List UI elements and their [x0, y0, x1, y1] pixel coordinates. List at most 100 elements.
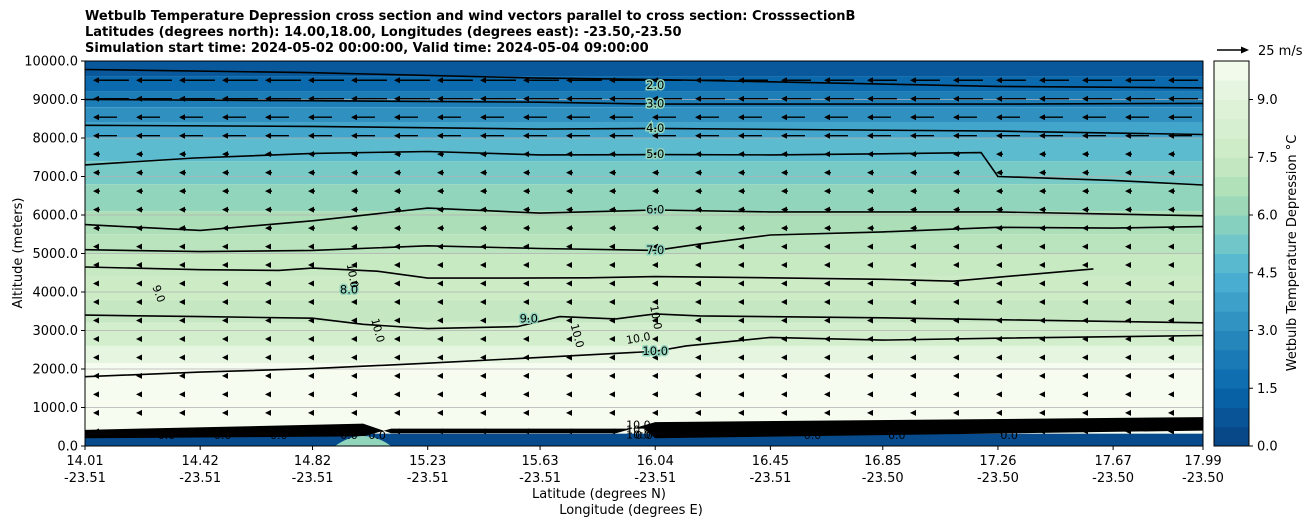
wind-vector-head [695, 188, 701, 195]
wind-vector [179, 354, 185, 361]
wind-vector-head [437, 280, 443, 287]
wind-vector-head [652, 243, 658, 250]
wind-vector-head [1168, 151, 1174, 158]
wind-vector-head [179, 169, 185, 176]
wind-vector-head [179, 95, 185, 102]
y-tick-label: 9000.0 [33, 93, 79, 108]
wind-vector [996, 188, 1003, 195]
wind-vector [93, 280, 99, 287]
wind-vector [136, 169, 143, 176]
wind-vector [265, 391, 271, 398]
wind-vector-head [308, 262, 314, 269]
wind-vector-head [179, 409, 185, 416]
wind-vector-head [308, 391, 314, 398]
wind-vector [93, 77, 129, 84]
wind-vector [1039, 280, 1045, 287]
wind-vector [351, 262, 357, 269]
wind-vector [437, 428, 443, 435]
wind-vector-head [695, 132, 701, 139]
wind-vector [738, 262, 744, 269]
wind-vector-head [480, 77, 486, 84]
wind-vector [222, 132, 246, 139]
wind-vector-head [480, 95, 486, 102]
wind-vector [1125, 335, 1131, 342]
wind-vector [1039, 372, 1045, 379]
depression-fill-bands [85, 61, 1203, 435]
wind-vector [437, 243, 443, 250]
wind-vector [695, 225, 702, 232]
wind-vector-head [480, 206, 486, 213]
wind-reference-key: 25 m/s [1217, 44, 1303, 59]
surface-zero-label: 0.0 [368, 429, 386, 442]
wind-vector-head [609, 95, 615, 102]
wind-vector [824, 132, 848, 139]
wind-vector [824, 114, 848, 121]
wind-vector-head [695, 225, 701, 232]
wind-vector [351, 188, 358, 195]
wind-vector-head [308, 243, 314, 250]
wind-vector-head [437, 206, 443, 213]
contour-label: 9.0 [520, 311, 538, 325]
wind-vector-head [824, 225, 830, 232]
y-tick-label: 4000.0 [33, 286, 79, 301]
wind-vector-head [437, 317, 443, 324]
wind-vector-head [1039, 335, 1045, 342]
wind-vector [1082, 188, 1089, 195]
wind-vector-head [695, 372, 701, 379]
wind-vector [351, 428, 357, 435]
wind-vector-head [824, 280, 830, 287]
wind-vector [867, 77, 897, 84]
wind-vector-head [265, 409, 271, 416]
wind-vector-head [351, 428, 357, 435]
wind-vector-head [1125, 409, 1131, 416]
wind-vector-head [566, 188, 572, 195]
wind-vector-head [93, 372, 99, 379]
wind-vector-head [93, 299, 99, 306]
wind-vector [308, 428, 314, 435]
wind-vector [824, 243, 830, 250]
wind-vector [523, 95, 559, 102]
wind-vector-head [867, 169, 873, 176]
wind-vector [523, 335, 529, 342]
wind-vector-head [179, 77, 185, 84]
wind-vector [652, 132, 676, 139]
wind-vector-head [867, 280, 873, 287]
wind-vector-head [351, 188, 357, 195]
wind-vector [824, 317, 830, 324]
wind-vector-head [1168, 409, 1174, 416]
wind-vector-head [738, 114, 744, 121]
wind-vector-head [1125, 262, 1131, 269]
wind-vector-head [781, 77, 787, 84]
wind-vector-head [136, 409, 142, 416]
wind-vector-head [222, 409, 228, 416]
wind-vector [93, 132, 117, 139]
wind-vector-head [437, 428, 443, 435]
x-tick-label-lon: -23.51 [519, 471, 561, 486]
wind-vector-head [609, 77, 615, 84]
wind-vector [437, 132, 461, 139]
colorbar-segment [1214, 292, 1249, 312]
wind-vector [609, 151, 616, 158]
wind-vector [996, 95, 1026, 102]
wind-vector [1125, 372, 1131, 379]
wind-vector [953, 188, 960, 195]
wind-vector [652, 317, 658, 324]
wind-vector-head [996, 262, 1002, 269]
x-tick-label-lon: -23.51 [749, 471, 791, 486]
wind-vector [824, 428, 830, 435]
wind-vector [93, 114, 117, 121]
wind-vector-head [1039, 372, 1045, 379]
wind-vector-head [222, 169, 228, 176]
contour-line [85, 207, 1203, 232]
wind-vector-head [1168, 77, 1174, 84]
colorbar-segment [1214, 157, 1249, 177]
wind-vector [93, 391, 99, 398]
colorbar-tick-label: 9.0 [1257, 93, 1278, 108]
wind-vector [953, 299, 959, 306]
wind-vector [867, 169, 874, 176]
wind-vector-head [1039, 243, 1045, 250]
wind-vector [136, 372, 142, 379]
wind-vector [996, 391, 1002, 398]
wind-vector [351, 132, 375, 139]
wind-vector [523, 225, 530, 232]
